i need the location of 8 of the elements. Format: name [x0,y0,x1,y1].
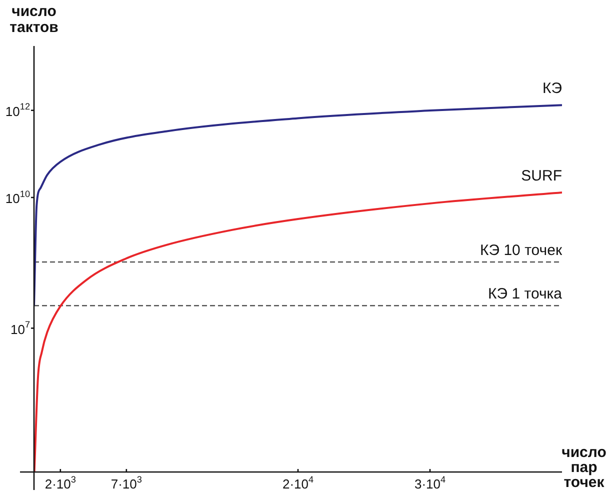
line-series [34,192,562,472]
x-axis-title: число пар точек [562,444,606,492]
y-axis-title: число тактов [10,3,58,36]
ref-line-label: КЭ 1 точка [488,286,563,303]
series-label: SURF [521,168,562,185]
line-series [34,104,562,307]
series-label: КЭ [542,80,562,98]
ref-line-label: КЭ 10 точек [480,242,562,260]
